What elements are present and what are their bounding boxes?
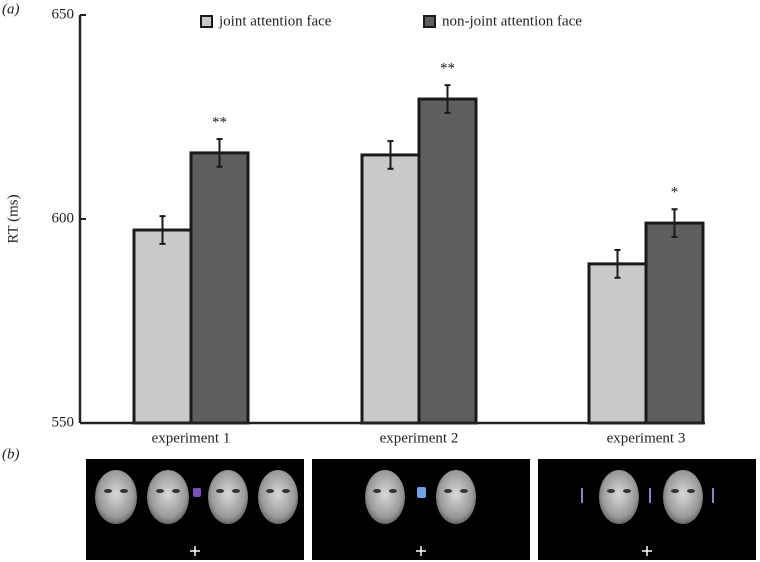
significance-marker: * — [671, 185, 679, 201]
object-cup — [417, 487, 426, 498]
object-spoons — [581, 488, 714, 503]
x-tick-label: experiment 2 — [380, 430, 459, 446]
legend-label: non-joint attention face — [442, 13, 582, 29]
object-cup — [193, 488, 201, 497]
significance-marker: ** — [440, 61, 455, 77]
bar — [132, 228, 193, 425]
x-tick-label: experiment 1 — [152, 430, 231, 446]
bar — [644, 221, 705, 425]
bar — [417, 97, 478, 425]
bar — [587, 262, 648, 425]
y-tick-label: 650 — [52, 6, 75, 22]
plot: 550 600 650 experiment 1 experiment 2 experim… — [52, 6, 705, 446]
y-tick-label: 550 — [52, 414, 75, 430]
legend-swatch — [200, 15, 213, 28]
stimulus-box — [312, 459, 530, 560]
stimulus-box — [538, 459, 756, 560]
x-tick-label: experiment 3 — [607, 430, 686, 446]
bar — [189, 151, 250, 425]
panel-label: (a) — [2, 1, 20, 17]
panel-label: (b) — [2, 446, 20, 462]
y-axis-label: RT (ms) — [5, 194, 21, 243]
bar — [360, 153, 421, 425]
y-tick-label: 600 — [52, 210, 75, 226]
legend-swatch — [423, 15, 436, 28]
legend-label: joint attention face — [218, 13, 332, 29]
stimulus-panels — [86, 459, 756, 560]
faces — [95, 470, 703, 524]
face-features — [104, 489, 695, 493]
significance-marker: ** — [212, 114, 227, 130]
fixation-cross — [190, 546, 652, 556]
